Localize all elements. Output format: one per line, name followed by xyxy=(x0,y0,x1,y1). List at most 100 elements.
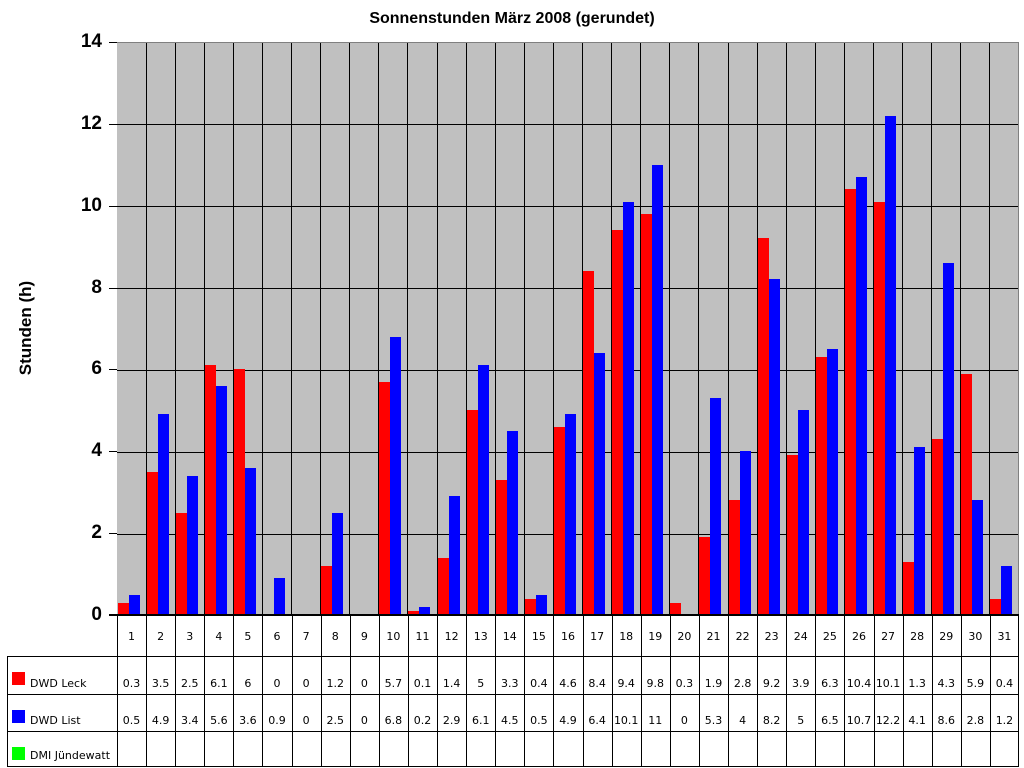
table-vline xyxy=(1018,615,1019,767)
bar-dwd-list xyxy=(244,467,256,615)
x-category-label: 21 xyxy=(706,630,721,643)
x-category-label: 30 xyxy=(968,630,983,643)
table-value: 10.4 xyxy=(846,677,872,690)
bar-dwd-list xyxy=(186,475,198,615)
table-value: 0.3 xyxy=(122,677,141,690)
v-gridline xyxy=(407,43,409,615)
legend-label: DWD Leck xyxy=(30,677,87,690)
table-value: 4.5 xyxy=(501,714,519,727)
x-category-label: 18 xyxy=(619,630,634,643)
bar-dwd-leck xyxy=(699,537,711,615)
table-hline xyxy=(7,731,1019,732)
x-category-label: 9 xyxy=(360,630,368,643)
x-category-label: 11 xyxy=(415,630,430,643)
x-category-label: 10 xyxy=(386,630,401,643)
v-gridline xyxy=(349,43,351,615)
bar-dwd-leck xyxy=(204,365,216,615)
table-vline xyxy=(437,615,438,767)
bar-dwd-leck xyxy=(961,373,973,615)
v-gridline xyxy=(611,43,613,615)
table-vline xyxy=(7,656,8,767)
table-value: 6.8 xyxy=(384,714,403,727)
x-category-label: 14 xyxy=(502,630,517,643)
x-category-label: 31 xyxy=(997,630,1012,643)
legend-swatch xyxy=(12,672,25,685)
v-gridline xyxy=(465,43,467,615)
legend-label: DWD List xyxy=(30,714,81,727)
legend-swatch xyxy=(12,747,25,760)
table-vline xyxy=(990,615,991,767)
table-value: 1.9 xyxy=(704,677,723,690)
legend-swatch xyxy=(12,710,25,723)
bar-dwd-list xyxy=(157,414,169,615)
x-category-label: 27 xyxy=(881,630,896,643)
table-value: 3.4 xyxy=(180,714,199,727)
table-value: 6.4 xyxy=(588,714,606,727)
table-vline xyxy=(321,615,322,767)
table-vline xyxy=(466,615,467,767)
v-gridline xyxy=(436,43,438,615)
table-vline xyxy=(262,615,263,767)
bar-dwd-list xyxy=(506,430,518,615)
x-category-label: 5 xyxy=(244,630,252,643)
table-value: 8.2 xyxy=(762,714,781,727)
bar-dwd-list xyxy=(128,594,140,615)
v-gridline xyxy=(174,43,176,615)
y-tick xyxy=(109,369,117,371)
bar-dwd-list xyxy=(332,512,344,615)
bar-dwd-list xyxy=(273,578,285,615)
bar-dwd-list xyxy=(390,336,402,615)
bar-dwd-leck xyxy=(670,602,682,615)
table-value: 9.8 xyxy=(646,677,665,690)
bar-dwd-leck xyxy=(786,455,798,615)
bar-dwd-list xyxy=(885,115,897,615)
table-value: 0.2 xyxy=(413,714,432,727)
v-gridline xyxy=(145,43,147,615)
data-table: 1 2 3 4 5 6 7 8 9 10 11 12 13 14 15 16 17 18 19 20 21 22 23 24 2… xyxy=(0,615,1020,768)
bar-dwd-list xyxy=(1001,565,1013,615)
x-category-label: 6 xyxy=(273,630,281,643)
bar-dwd-leck xyxy=(495,479,507,615)
table-value: 8.6 xyxy=(937,714,956,727)
table-value: 10.1 xyxy=(875,677,901,690)
table-value: 1.2 xyxy=(326,677,344,690)
y-tick xyxy=(109,205,117,207)
bar-dwd-leck xyxy=(612,230,624,615)
bar-dwd-list xyxy=(797,410,809,615)
bar-dwd-leck xyxy=(874,201,886,615)
v-gridline xyxy=(814,43,816,615)
table-vline xyxy=(728,615,729,767)
y-tick-label: 0 xyxy=(91,604,102,625)
bar-dwd-leck xyxy=(117,602,129,615)
table-value: 5 xyxy=(797,714,805,727)
y-axis-label: Stunden (h) xyxy=(16,280,35,376)
bar-dwd-list xyxy=(564,414,576,615)
x-category-label: 12 xyxy=(444,630,459,643)
table-value: 11 xyxy=(648,714,663,727)
y-tick xyxy=(109,451,117,453)
bar-dwd-list xyxy=(943,263,955,615)
table-vline xyxy=(524,615,525,767)
bar-dwd-list xyxy=(826,348,838,615)
x-category-label: 29 xyxy=(939,630,954,643)
v-gridline xyxy=(291,43,293,615)
x-category-label: 13 xyxy=(473,630,488,643)
v-gridline xyxy=(873,43,875,615)
y-tick-label: 2 xyxy=(91,522,102,544)
plot-area xyxy=(117,42,1019,615)
table-vline xyxy=(815,615,816,767)
table-value: 1.4 xyxy=(442,677,461,690)
y-tick-label: 6 xyxy=(91,358,102,380)
table-value: 0 xyxy=(360,677,368,690)
bar-dwd-leck xyxy=(815,357,827,615)
table-vline xyxy=(961,615,962,767)
x-category-label: 19 xyxy=(648,630,663,643)
y-tick-label: 8 xyxy=(91,276,102,298)
table-value: 0.5 xyxy=(530,714,548,727)
v-gridline xyxy=(203,43,205,615)
bar-dwd-leck xyxy=(757,238,769,615)
table-value: 2.5 xyxy=(326,714,344,727)
table-vline xyxy=(874,615,875,767)
v-gridline xyxy=(698,43,700,615)
table-value: 4 xyxy=(739,714,747,727)
